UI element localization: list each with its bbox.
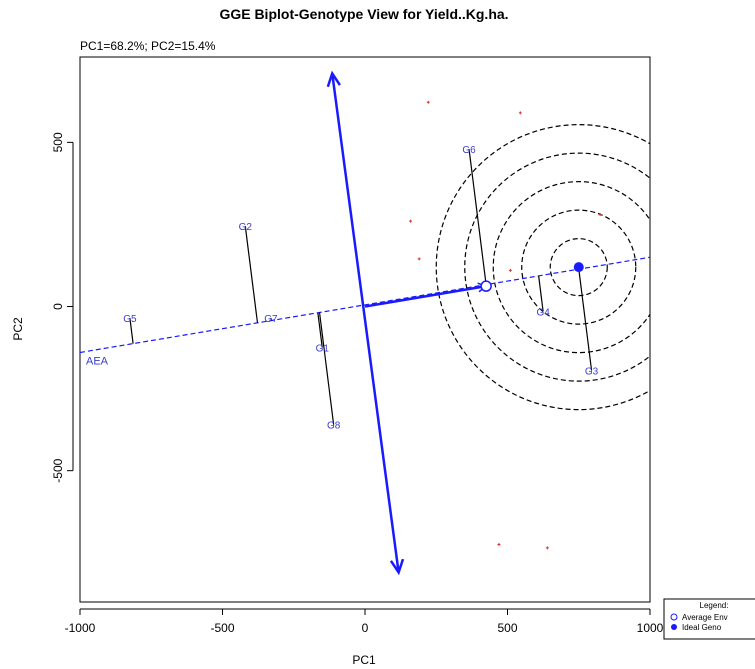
environment-marker: [598, 213, 602, 217]
projection-line: [468, 148, 487, 285]
y-tick-label: 500: [51, 132, 65, 152]
ideal-circles: [435, 124, 650, 411]
aea-line: [80, 256, 650, 354]
environment-marker: [426, 100, 430, 104]
environment-markers: [409, 100, 602, 550]
x-tick-label: 500: [497, 621, 517, 635]
environment-marker: [409, 219, 413, 223]
x-tick-label: -500: [210, 621, 234, 635]
genotype-label: G1: [316, 344, 330, 355]
perpendicular-axis: [330, 73, 400, 573]
genotype-label: G8: [327, 421, 341, 432]
projection-line: [129, 317, 134, 344]
plot-frame: [79, 56, 651, 603]
average-environment-marker: [480, 280, 492, 292]
x-axis-label: PC1: [352, 653, 376, 667]
arrowhead-top: [326, 70, 341, 88]
legend: Legend: Average Env Ideal Geno: [663, 598, 755, 640]
projection-line: [317, 312, 323, 348]
genotype-label: G2: [239, 222, 253, 233]
environment-marker: [545, 546, 549, 550]
chart-title: GGE Biplot-Genotype View for Yield..Kg.h…: [219, 6, 508, 22]
projection-line: [538, 275, 544, 312]
genotype-label: G4: [536, 307, 550, 318]
environment-marker: [417, 257, 421, 261]
y-tick-label: 0: [51, 303, 65, 310]
aea-vector: [364, 284, 487, 308]
genotype-label: G3: [585, 367, 599, 378]
y-axis: -500 0 500: [51, 132, 74, 483]
ideal-circle: [464, 152, 650, 382]
projection-line: [578, 269, 593, 371]
legend-item-average-env: Average Env: [682, 613, 728, 622]
y-axis-label: PC2: [11, 317, 25, 341]
genotype-label: G5: [123, 314, 137, 325]
genotype-labels: G1 G2 G3 G4 G5 G6 G7 G8: [123, 145, 598, 432]
environment-marker: [518, 111, 522, 115]
ideal-circle: [549, 238, 608, 297]
aea-label: AEA: [86, 355, 109, 367]
arrowhead-bottom: [389, 558, 405, 576]
x-axis: -1000 -500 0 500 1000: [65, 608, 664, 635]
ideal-circle: [492, 181, 650, 354]
environment-marker: [497, 543, 501, 547]
genotype-label: G6: [462, 145, 476, 156]
chart-subtitle: PC1=68.2%; PC2=15.4%: [80, 39, 216, 53]
legend-item-ideal-geno: Ideal Geno: [682, 623, 722, 632]
x-tick-label: 1000: [637, 621, 664, 635]
legend-box: [663, 598, 755, 640]
projection-line: [244, 226, 259, 323]
ideal-circle: [521, 209, 637, 325]
environment-marker: [508, 268, 512, 272]
x-tick-label: -1000: [65, 621, 96, 635]
projection-line: [318, 312, 335, 425]
ideal-genotype-marker: [573, 262, 584, 273]
legend-filled-circle-icon: [671, 624, 677, 630]
x-tick-label: 0: [362, 621, 369, 635]
legend-title: Legend:: [700, 601, 729, 610]
genotype-label: G7: [264, 314, 278, 325]
projection-lines: [129, 148, 593, 425]
legend-open-circle-icon: [670, 613, 678, 621]
y-tick-label: -500: [51, 458, 65, 482]
